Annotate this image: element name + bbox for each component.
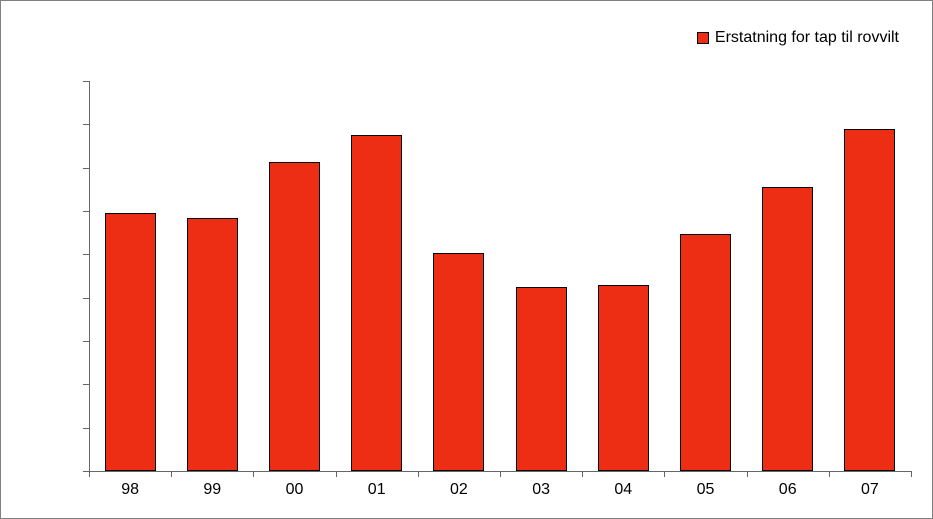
bar [433,253,484,471]
x-tick-mark [911,471,912,477]
x-tick-mark [747,471,748,477]
plot-area: 05 00010 00015 00020 00025 00030 00035 0… [89,81,911,471]
x-tick-mark [829,471,830,477]
bar [351,135,402,471]
x-tick-mark [500,471,501,477]
bar [105,213,156,471]
bar [598,285,649,471]
x-tick-mark [582,471,583,477]
x-tick-mark [89,471,90,477]
bar [762,187,813,471]
bar [844,129,895,471]
x-tick-label: 03 [532,481,550,499]
x-tick-mark [418,471,419,477]
legend: Erstatning for tap til rovvilt [697,29,899,47]
x-tick-label: 99 [203,481,221,499]
bar-chart: Erstatning for tap til rovvilt 05 00010 … [0,0,933,519]
bar [187,218,238,471]
x-tick-mark [664,471,665,477]
x-tick-label: 04 [614,481,632,499]
x-tick-mark [336,471,337,477]
legend-swatch [697,32,709,44]
x-tick-label: 07 [861,481,879,499]
bar [269,162,320,471]
x-tick-label: 06 [779,481,797,499]
x-tick-label: 01 [368,481,386,499]
legend-label: Erstatning for tap til rovvilt [715,29,899,47]
x-tick-label: 98 [121,481,139,499]
x-tick-mark [253,471,254,477]
bar [516,287,567,471]
x-tick-label: 00 [286,481,304,499]
x-tick-label: 05 [697,481,715,499]
x-tick-mark [171,471,172,477]
bar [680,234,731,471]
bars-group [89,81,911,471]
x-tick-label: 02 [450,481,468,499]
